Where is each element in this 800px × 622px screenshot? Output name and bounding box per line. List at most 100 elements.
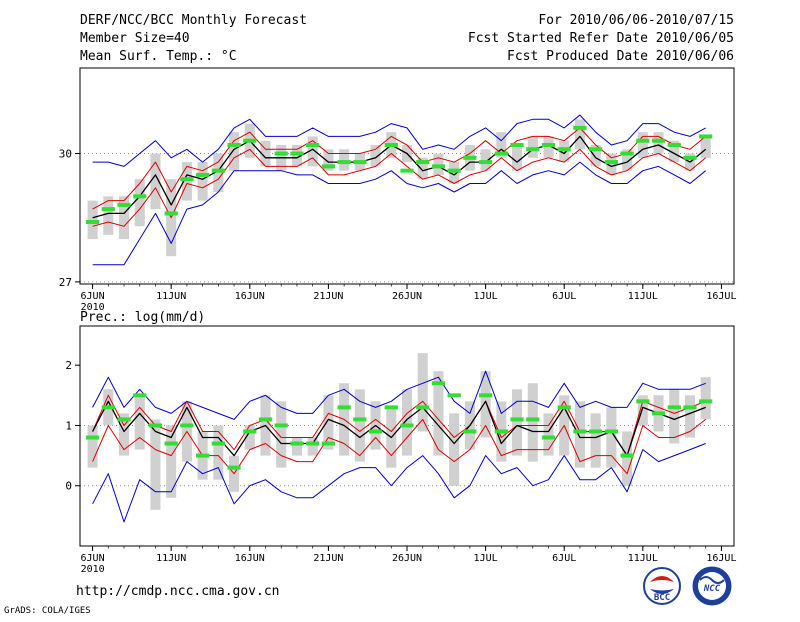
precip-observed-mark bbox=[384, 405, 398, 410]
temp-range-box bbox=[606, 153, 617, 175]
precip-observed-mark bbox=[683, 405, 697, 410]
temp-range-box bbox=[559, 140, 570, 163]
precip-observed-mark bbox=[494, 429, 508, 434]
temp-observed-mark bbox=[85, 219, 100, 224]
precip-observed-mark bbox=[196, 453, 210, 458]
precip-x-tick-label: 6JUL bbox=[552, 553, 576, 564]
bcc-logo-swirl-red bbox=[650, 576, 674, 582]
precip-range-box bbox=[512, 389, 523, 456]
temp-observed-mark bbox=[164, 211, 178, 216]
temp-range-box bbox=[323, 149, 334, 171]
temp-observed-mark bbox=[274, 151, 288, 156]
precip-observed-mark bbox=[321, 441, 335, 446]
precip-observed-mark bbox=[117, 417, 131, 422]
temp-range-box bbox=[150, 153, 161, 210]
precip-x-tick-label: 1JUL bbox=[474, 553, 498, 564]
precip-observed-mark bbox=[148, 423, 163, 428]
precip-range-box bbox=[323, 395, 334, 450]
temp-line-ensemble-max bbox=[92, 114, 706, 167]
precip-observed-mark bbox=[368, 429, 383, 434]
temp-line-ensemble-mean bbox=[92, 135, 707, 219]
precip-observed-mark bbox=[274, 423, 288, 428]
precip-observed-mark bbox=[101, 405, 115, 410]
precip-variable-label: Prec.: log(mm/d) bbox=[80, 310, 205, 325]
temp-observed-mark bbox=[180, 177, 194, 182]
temp-observed-mark bbox=[337, 160, 351, 165]
temp-observed-mark bbox=[636, 138, 650, 143]
temp-observed-mark bbox=[431, 164, 446, 169]
temp-observed-mark bbox=[541, 142, 556, 147]
temp-range-box bbox=[480, 149, 491, 171]
precip-x-tick-label: 11JUN bbox=[156, 553, 186, 564]
temp-range-box bbox=[543, 136, 554, 158]
temperature-plot-frame bbox=[79, 67, 735, 285]
temp-x-tick-label: 1JUL bbox=[474, 291, 498, 302]
temp-range-box bbox=[307, 136, 318, 167]
precip-x-tick-label: 16JUL bbox=[706, 553, 736, 564]
produced-date-label: Fcst Produced Date 2010/06/06 bbox=[507, 49, 734, 64]
temp-range-box bbox=[653, 132, 664, 154]
temp-observed-mark bbox=[133, 194, 147, 199]
temp-observed-mark bbox=[667, 142, 681, 147]
precip-y-tick-label: 0 bbox=[65, 480, 72, 493]
temp-line-mean-1-std bbox=[92, 148, 707, 227]
precip-observed-mark bbox=[667, 405, 681, 410]
temp-observed-mark bbox=[101, 207, 115, 212]
precip-observed-mark bbox=[258, 417, 273, 422]
temp-observed-mark bbox=[384, 142, 398, 147]
temp-observed-mark bbox=[683, 155, 697, 160]
precip-range-box bbox=[87, 425, 98, 468]
precip-range-box bbox=[276, 401, 287, 468]
precip-y-tick-label: 2 bbox=[65, 359, 72, 372]
temp-observed-mark bbox=[117, 202, 131, 207]
precip-range-box bbox=[291, 437, 302, 456]
temp-range-box bbox=[669, 140, 680, 163]
precip-range-box bbox=[574, 401, 585, 468]
precip-observed-mark bbox=[243, 429, 257, 434]
precip-observed-mark bbox=[337, 405, 351, 410]
precip-observed-mark bbox=[306, 441, 320, 446]
precip-range-box bbox=[244, 425, 255, 450]
temp-x-tick-label: 26JUN bbox=[392, 291, 422, 302]
temp-observed-mark bbox=[227, 142, 241, 147]
temp-observed-mark bbox=[321, 164, 335, 169]
temp-y-tick-label: 27 bbox=[59, 276, 72, 289]
precip-x-tick-label: 26JUN bbox=[392, 553, 422, 564]
precip-range-box bbox=[417, 353, 428, 432]
temp-observed-mark bbox=[479, 160, 493, 165]
precip-observed-mark bbox=[400, 423, 414, 428]
precip-x-tick-label: 21JUN bbox=[313, 553, 343, 564]
temp-range-box bbox=[181, 162, 192, 201]
temp-range-box bbox=[197, 162, 208, 201]
temp-observed-mark bbox=[604, 160, 618, 165]
temp-range-box bbox=[449, 162, 460, 184]
temp-observed-mark bbox=[243, 138, 257, 143]
precip-observed-mark bbox=[431, 381, 446, 386]
precip-range-box bbox=[527, 383, 538, 462]
precip-observed-mark bbox=[651, 411, 666, 416]
temp-x-tick-label: 11JUN bbox=[156, 291, 186, 302]
start-date-label: Fcst Started Refer Date 2010/06/05 bbox=[468, 31, 734, 46]
precip-observed-mark bbox=[510, 417, 524, 422]
temp-observed-mark bbox=[699, 134, 713, 139]
precip-range-box bbox=[166, 425, 177, 498]
temp-x-tick-label: 16JUL bbox=[706, 291, 736, 302]
precip-observed-mark bbox=[463, 429, 477, 434]
temp-observed-mark bbox=[353, 160, 367, 165]
temp-range-box bbox=[339, 149, 350, 171]
precip-observed-mark bbox=[479, 393, 493, 398]
ncc-logo: NCC bbox=[692, 566, 732, 606]
temp-observed-mark bbox=[447, 168, 461, 173]
footer-url[interactable]: http://cmdp.ncc.cma.gov.cn bbox=[76, 584, 280, 599]
temp-range-box bbox=[87, 200, 98, 240]
temp-x-tick-label: 11JUL bbox=[628, 291, 658, 302]
precip-range-box bbox=[543, 413, 554, 456]
precip-observed-mark bbox=[416, 405, 430, 410]
precip-range-box bbox=[307, 437, 318, 456]
temp-observed-mark bbox=[400, 168, 414, 173]
temp-range-box bbox=[229, 132, 240, 171]
precip-range-box bbox=[354, 389, 365, 462]
temp-x-tick-label: 16JUN bbox=[235, 291, 265, 302]
temp-range-box bbox=[590, 144, 601, 167]
